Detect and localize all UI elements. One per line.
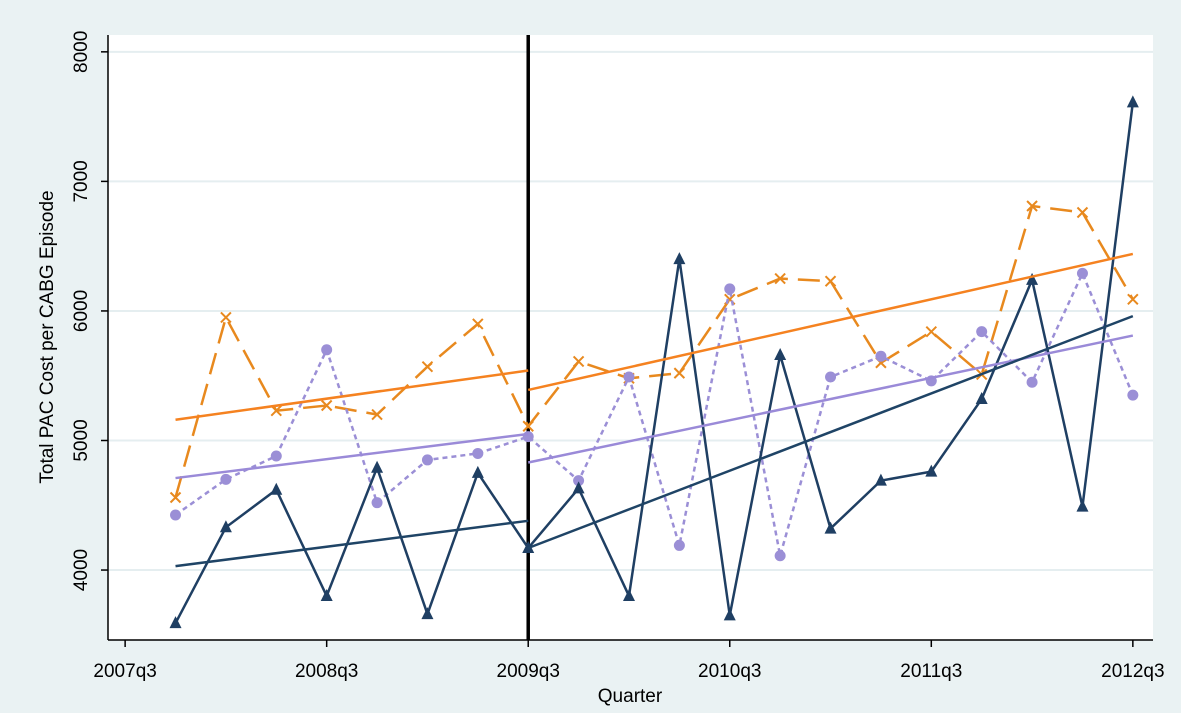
marker: [774, 550, 786, 562]
marker: [320, 588, 333, 601]
marker: [1026, 200, 1038, 212]
marker: [673, 252, 686, 265]
fit-line: [175, 369, 529, 422]
y-tick-label: 7000: [71, 160, 92, 202]
y-axis-label: Total PAC Cost per CABG Episode: [37, 190, 58, 483]
marker: [320, 399, 333, 412]
marker: [421, 454, 433, 466]
y-tick-label: 8000: [71, 31, 92, 73]
fit-line: [175, 519, 529, 568]
x-axis-label: Quarter: [598, 686, 663, 707]
marker: [723, 608, 736, 621]
marker: [220, 473, 232, 485]
marker: [270, 450, 282, 462]
marker: [975, 392, 988, 405]
marker: [371, 460, 384, 473]
marker: [471, 465, 484, 478]
series-line: [174, 204, 1134, 498]
marker: [622, 588, 635, 601]
marker: [421, 360, 434, 373]
marker: [875, 350, 887, 362]
fit-line: [527, 252, 1134, 392]
x-tick-label: 2007q3: [93, 661, 156, 682]
marker: [371, 497, 383, 509]
marker: [573, 475, 585, 487]
marker: [824, 521, 837, 534]
marker: [925, 325, 938, 338]
marker: [1026, 272, 1039, 285]
marker: [572, 355, 585, 368]
fit-line: [527, 334, 1134, 464]
marker: [673, 367, 686, 379]
marker: [925, 464, 938, 477]
x-tick-label: 2009q3: [497, 661, 560, 682]
marker: [824, 275, 837, 287]
marker: [371, 408, 383, 421]
marker: [724, 283, 736, 295]
series-line: [174, 102, 1135, 624]
marker: [522, 420, 534, 432]
marker: [522, 431, 534, 443]
marker: [169, 491, 182, 504]
marker: [472, 318, 484, 330]
marker: [220, 311, 232, 324]
marker: [1026, 376, 1038, 388]
x-tick-label: 2012q3: [1101, 661, 1164, 682]
marker: [1126, 95, 1139, 108]
y-tick-label: 6000: [71, 290, 92, 332]
marker: [774, 347, 787, 360]
marker: [421, 607, 434, 620]
marker: [874, 473, 887, 486]
marker: [1076, 499, 1089, 512]
marker: [673, 539, 685, 551]
marker: [1127, 293, 1139, 305]
marker: [572, 481, 585, 494]
marker: [1127, 389, 1139, 401]
marker: [825, 371, 837, 383]
marker: [270, 482, 283, 495]
marker: [774, 272, 786, 285]
x-tick-label: 2008q3: [295, 661, 358, 682]
marker: [623, 371, 635, 383]
y-tick-label: 5000: [71, 419, 92, 461]
marker: [472, 447, 484, 459]
marker: [169, 616, 182, 629]
marker: [170, 509, 182, 521]
marker: [321, 344, 333, 356]
y-tick-label: 4000: [71, 549, 92, 591]
x-tick-label: 2010q3: [698, 661, 761, 682]
plot-area: [108, 35, 1153, 640]
marker: [1076, 206, 1089, 219]
x-tick-label: 2011q3: [900, 661, 962, 682]
marker: [1076, 267, 1088, 279]
fit-line: [527, 314, 1134, 550]
marker: [976, 326, 988, 338]
series-line: [174, 270, 1135, 557]
marker: [219, 520, 232, 533]
fit-line: [175, 432, 529, 480]
